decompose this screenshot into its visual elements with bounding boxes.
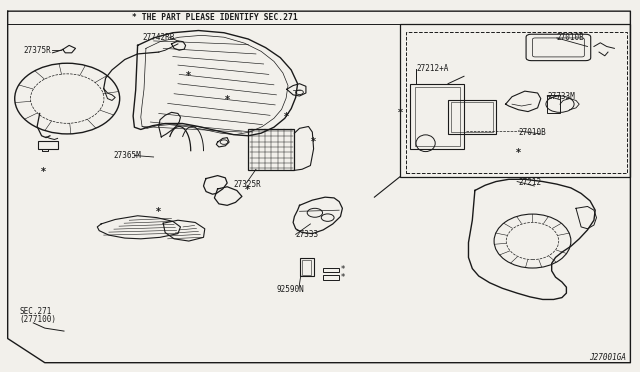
Bar bbox=[451, 102, 493, 132]
Text: 27010B: 27010B bbox=[557, 33, 584, 42]
Bar bbox=[406, 32, 627, 173]
Text: *: * bbox=[311, 137, 316, 147]
Text: *: * bbox=[516, 148, 521, 157]
Text: 27333: 27333 bbox=[296, 230, 319, 239]
Bar bbox=[410, 84, 464, 149]
Text: 92590N: 92590N bbox=[276, 285, 304, 294]
Text: SEC.271: SEC.271 bbox=[19, 307, 52, 316]
Bar bbox=[547, 95, 560, 113]
Text: 27742RB: 27742RB bbox=[142, 33, 175, 42]
Text: *: * bbox=[225, 96, 230, 105]
Bar bbox=[448, 100, 496, 134]
Text: 27375R: 27375R bbox=[23, 46, 51, 55]
Text: 27325R: 27325R bbox=[234, 180, 261, 189]
Bar bbox=[323, 275, 339, 280]
Text: * THE PART PLEASE IDENTIFY SEC.271: * THE PART PLEASE IDENTIFY SEC.271 bbox=[132, 13, 297, 22]
Bar bbox=[38, 141, 58, 149]
Text: 27365M: 27365M bbox=[114, 151, 141, 160]
Text: J27001GA: J27001GA bbox=[589, 353, 626, 362]
Bar bbox=[415, 87, 460, 146]
Text: 27212: 27212 bbox=[518, 178, 541, 187]
Bar bbox=[248, 129, 294, 170]
Bar bbox=[400, 24, 630, 177]
Text: *: * bbox=[398, 109, 403, 118]
Text: *: * bbox=[284, 112, 289, 122]
Bar bbox=[300, 258, 314, 276]
Text: *: * bbox=[340, 265, 344, 274]
Text: *: * bbox=[245, 185, 250, 195]
Bar bbox=[323, 268, 339, 272]
Text: *: * bbox=[156, 207, 161, 217]
Text: *: * bbox=[186, 71, 191, 81]
Text: *: * bbox=[340, 273, 344, 282]
Bar bbox=[302, 260, 311, 275]
Text: *: * bbox=[41, 167, 46, 177]
Text: 27010B: 27010B bbox=[518, 128, 546, 137]
Text: (277100): (277100) bbox=[19, 315, 56, 324]
Text: 27733M: 27733M bbox=[547, 92, 575, 101]
Text: 27212+A: 27212+A bbox=[416, 64, 449, 73]
